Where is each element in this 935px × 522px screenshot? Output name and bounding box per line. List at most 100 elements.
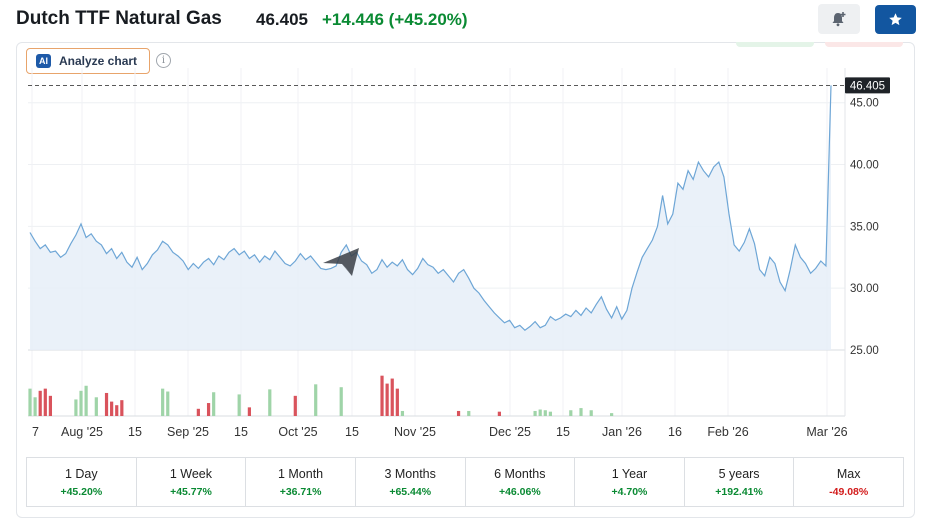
y-tick-label: 40.00 <box>850 160 879 172</box>
price-change: +14.446 (+45.20%) <box>322 10 468 30</box>
add-to-watchlist-button[interactable] <box>875 5 916 34</box>
volume-bar-down <box>497 411 501 416</box>
period-change: +65.44% <box>389 485 432 498</box>
volume-bar-up <box>237 394 241 416</box>
volume-bar-down <box>206 403 211 416</box>
volume-bar-down <box>110 401 114 416</box>
volume-bar-down <box>247 407 251 416</box>
x-tick-label: Dec '25 <box>489 425 531 439</box>
price-line <box>29 85 832 331</box>
volume-bar-up <box>589 410 593 416</box>
volume-bar-down <box>104 392 109 416</box>
period-3-months[interactable]: 3 Months +65.44% <box>356 458 466 506</box>
period-change: +4.70% <box>611 485 648 498</box>
y-tick-label: 30.00 <box>850 283 879 295</box>
volume-bar-up <box>533 410 537 416</box>
change-percent: (+45.20%) <box>388 10 468 29</box>
create-alert-button[interactable] <box>818 4 860 34</box>
volume-bar-up <box>543 410 547 416</box>
page-title: Dutch TTF Natural Gas <box>16 8 222 29</box>
period-label: 5 years <box>718 466 760 481</box>
watermark-logo <box>323 248 359 276</box>
x-tick-label: 15 <box>345 425 359 439</box>
volume-bar-up <box>314 384 318 416</box>
volume-bar-down <box>456 410 461 416</box>
y-tick-label: 45.00 <box>850 98 879 110</box>
watermark-arrow-icon <box>323 248 359 276</box>
period-6-months[interactable]: 6 Months +46.06% <box>466 458 576 506</box>
volume-bar-down <box>196 408 200 416</box>
period-change: +46.06% <box>498 485 541 498</box>
period-max[interactable]: Max -49.08% <box>794 458 903 506</box>
volume-bar-up <box>166 391 170 416</box>
period-label: 1 Day <box>64 466 98 481</box>
x-tick-label: Jan '26 <box>602 425 642 439</box>
y-axis: 25.00 30.00 35.00 40.00 45.00 <box>850 98 879 357</box>
x-tick-label: 15 <box>556 425 570 439</box>
volume-bar-up <box>538 409 542 416</box>
decorative-tab-red <box>825 42 903 47</box>
price-area <box>30 85 831 351</box>
period-label: 1 Month <box>277 466 324 481</box>
volume-bar-up <box>400 410 405 416</box>
volume-bar-up <box>79 390 83 416</box>
volume-bar-up <box>212 392 216 416</box>
x-tick-label: 15 <box>234 425 248 439</box>
period-1-month[interactable]: 1 Month +36.71% <box>246 458 356 506</box>
volume-bar-up <box>268 389 272 416</box>
price-chart[interactable]: 46.405 25.00 30.00 35.00 40.00 45.00 7 Aug '2… <box>0 0 935 450</box>
volume-bar-up <box>74 399 78 416</box>
last-price-tag: 46.405 <box>845 77 890 94</box>
analyze-chart-button[interactable]: AI Analyze chart <box>26 48 150 74</box>
volume-bars <box>28 375 614 416</box>
x-tick-label: Feb '26 <box>707 425 748 439</box>
change-value: +14.446 <box>322 10 384 29</box>
volume-bar-up <box>610 413 614 416</box>
period-label: 3 Months <box>384 466 436 481</box>
info-icon[interactable]: i <box>156 53 171 68</box>
period-change: +192.41% <box>715 485 763 498</box>
period-change: -49.08% <box>829 485 869 498</box>
bell-plus-icon <box>832 12 846 27</box>
x-tick-label: Oct '25 <box>278 425 317 439</box>
x-tick-label: 15 <box>128 425 142 439</box>
volume-bar-down <box>390 378 394 416</box>
volume-bar-up <box>161 388 165 416</box>
x-tick-label: 16 <box>668 425 682 439</box>
period-label: 1 Week <box>169 466 213 481</box>
performance-periods: 1 Day +45.20% 1 Week +45.77% 1 Month +36… <box>26 457 904 507</box>
volume-bar-up <box>548 411 552 416</box>
volume-bar-down <box>380 375 384 416</box>
volume-bar-up <box>84 385 88 416</box>
period-5-years[interactable]: 5 years +192.41% <box>685 458 795 506</box>
period-label: 1 Year <box>611 466 648 481</box>
volume-bar-down <box>293 395 297 416</box>
volume-bar-up <box>33 397 37 416</box>
x-tick-label: Sep '25 <box>167 425 209 439</box>
header: Dutch TTF Natural Gas 46.405 +14.446 (+4… <box>0 0 935 40</box>
x-tick-label: 7 <box>32 425 39 439</box>
period-1-day[interactable]: 1 Day +45.20% <box>27 458 137 506</box>
decorative-tab-green <box>736 42 814 47</box>
last-price-box <box>845 77 890 94</box>
volume-bar-down <box>385 383 389 416</box>
volume-bar-down <box>48 395 53 416</box>
volume-bar-up <box>467 410 471 416</box>
period-1-week[interactable]: 1 Week +45.77% <box>137 458 247 506</box>
period-change: +45.20% <box>60 485 103 498</box>
period-label: Max <box>836 466 861 481</box>
volume-bar-up <box>28 388 32 416</box>
y-tick-label: 35.00 <box>850 221 879 233</box>
last-price: 46.405 <box>256 10 308 29</box>
ai-icon: AI <box>36 54 51 68</box>
period-label: 6 Months <box>494 466 546 481</box>
last-price-label: 46.405 <box>850 80 885 92</box>
x-tick-label: Mar '26 <box>806 425 847 439</box>
volume-bar-up <box>579 408 583 416</box>
volume-bar-up <box>569 410 573 416</box>
period-1-year[interactable]: 1 Year +4.70% <box>575 458 685 506</box>
x-tick-label: Nov '25 <box>394 425 436 439</box>
period-change: +36.71% <box>279 485 322 498</box>
volume-bar-down <box>120 400 124 416</box>
volume-bar-down <box>395 388 399 416</box>
